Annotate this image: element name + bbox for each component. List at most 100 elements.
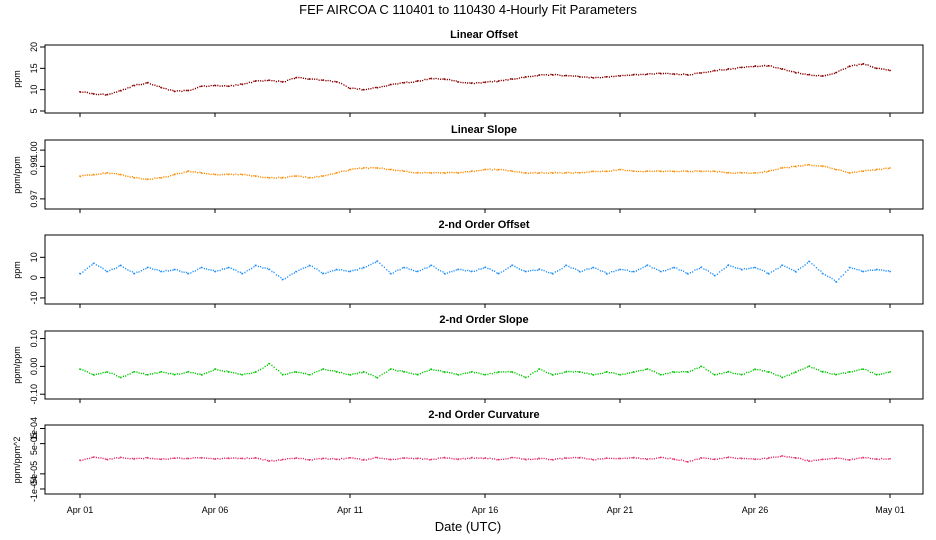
data-point (214, 270, 216, 273)
data-point (794, 71, 797, 74)
data-point (349, 456, 351, 459)
data-point (470, 270, 473, 273)
data-point (835, 71, 837, 74)
data-point (457, 81, 459, 83)
data-point (754, 458, 756, 461)
data-point (673, 266, 675, 269)
data-point (119, 376, 122, 379)
data-point (659, 170, 662, 173)
data-point (781, 455, 783, 457)
y-tick-label: 0.10 (29, 330, 39, 348)
data-point (430, 171, 432, 174)
data-point (538, 368, 540, 371)
data-point (889, 167, 891, 169)
data-point (362, 266, 365, 269)
data-point (578, 456, 581, 459)
panel-second-order-curvature: 2-nd Order Curvature ppm/ppm^2 (12, 409, 924, 495)
data-point (389, 458, 392, 461)
data-point (362, 459, 365, 461)
data-point (241, 173, 243, 176)
data-point (794, 371, 797, 373)
y-tick-label: 1.00 (29, 141, 39, 159)
data-point (106, 171, 108, 174)
y-axis-label: ppm (12, 70, 22, 88)
data-point (565, 171, 567, 174)
data-point (862, 63, 864, 65)
y-tick-label: -10 (29, 291, 39, 304)
data-point (443, 272, 446, 275)
data-point (767, 457, 770, 460)
x-axis-label: Date (UTC) (435, 519, 501, 534)
data-point (376, 376, 378, 379)
data-point (133, 272, 135, 275)
data-point (700, 365, 702, 368)
data-point (727, 68, 729, 71)
data-point (241, 373, 243, 376)
data-point (470, 82, 473, 85)
data-point (281, 81, 284, 83)
data-point (673, 458, 675, 460)
data-point (889, 457, 891, 460)
data-point (484, 168, 486, 171)
data-point (457, 268, 459, 271)
data-point (862, 270, 864, 273)
data-point (79, 368, 81, 371)
data-point (443, 171, 446, 174)
data-point (673, 170, 675, 173)
data-point (781, 167, 783, 169)
x-tick-label: Apr 16 (472, 505, 499, 515)
data-point (538, 457, 540, 460)
data-point (187, 170, 189, 173)
data-point (349, 168, 351, 171)
data-point (416, 171, 419, 174)
data-point (403, 81, 405, 84)
data-point (146, 456, 149, 459)
data-point (389, 368, 392, 371)
data-point (254, 264, 257, 267)
y-tick-label: 5e-05 (29, 432, 39, 455)
x-tick-label: Apr 26 (742, 505, 769, 515)
data-point (133, 371, 135, 373)
y-axis-label: ppm/ppm (12, 346, 22, 384)
panel-second-order-offset: 2-nd Order Offset ppm (12, 219, 924, 305)
y-tick-label: 20 (29, 42, 39, 52)
data-point (376, 456, 378, 459)
data-point (497, 80, 500, 83)
data-point (713, 69, 716, 72)
data-point (767, 64, 770, 67)
data-point (430, 77, 432, 80)
data-point (497, 371, 500, 373)
data-point (430, 264, 432, 267)
data-point (295, 457, 297, 460)
data-point (227, 457, 230, 460)
data-point (470, 170, 473, 173)
y-tick-label: -0.10 (29, 384, 39, 405)
data-point (200, 373, 203, 376)
data-point (848, 65, 851, 68)
panel-linear-slope: Linear Slope ppm/ppm (12, 124, 924, 210)
data-point (889, 69, 891, 72)
data-point (524, 270, 527, 273)
data-point (551, 73, 554, 76)
panel-frame (44, 234, 924, 305)
data-point (322, 272, 324, 275)
data-point (281, 278, 284, 281)
data-point (713, 170, 716, 173)
data-point (835, 280, 837, 283)
data-point (268, 362, 270, 365)
data-point (821, 165, 824, 168)
data-point (524, 376, 527, 379)
data-point (254, 175, 257, 178)
data-point (119, 173, 122, 176)
y-tick-label: 10 (29, 252, 39, 262)
data-point (565, 457, 567, 460)
data-point (308, 176, 311, 179)
data-point (214, 368, 216, 371)
data-point (362, 88, 365, 91)
data-point (821, 272, 824, 275)
data-point (673, 371, 675, 373)
y-tick-label: 0.97 (29, 190, 39, 208)
data-point (160, 176, 162, 179)
data-point (106, 93, 108, 96)
data-point (727, 456, 729, 459)
